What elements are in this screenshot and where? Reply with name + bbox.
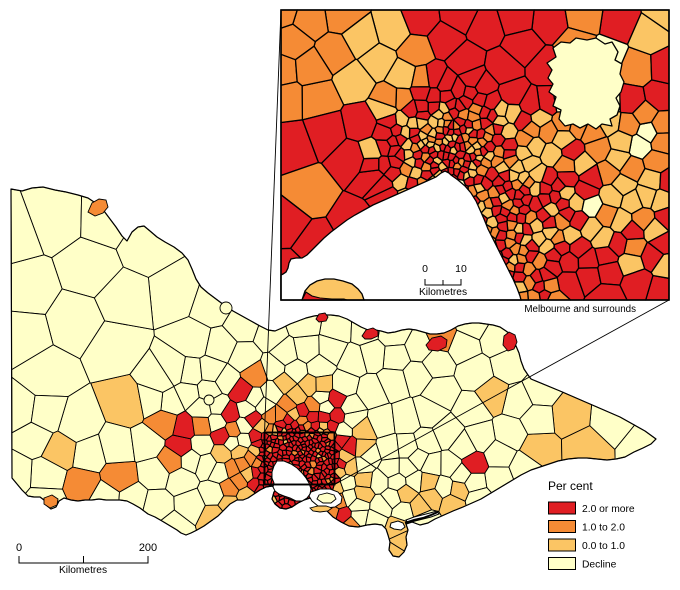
svg-text:Kilometres: Kilometres	[419, 287, 467, 298]
svg-text:Kilometres: Kilometres	[59, 565, 107, 576]
svg-text:0: 0	[16, 542, 22, 554]
svg-text:0.0 to 1.0: 0.0 to 1.0	[582, 541, 625, 552]
svg-text:200: 200	[139, 542, 157, 554]
svg-text:Decline: Decline	[582, 560, 617, 571]
svg-text:Melbourne and surrounds: Melbourne and surrounds	[524, 304, 636, 315]
svg-text:1.0 to 2.0: 1.0 to 2.0	[582, 523, 625, 534]
svg-text:2.0 or more: 2.0 or more	[582, 504, 635, 515]
svg-text:10: 10	[455, 263, 467, 275]
svg-text:0: 0	[422, 263, 428, 275]
svg-text:Per cent: Per cent	[548, 479, 593, 493]
